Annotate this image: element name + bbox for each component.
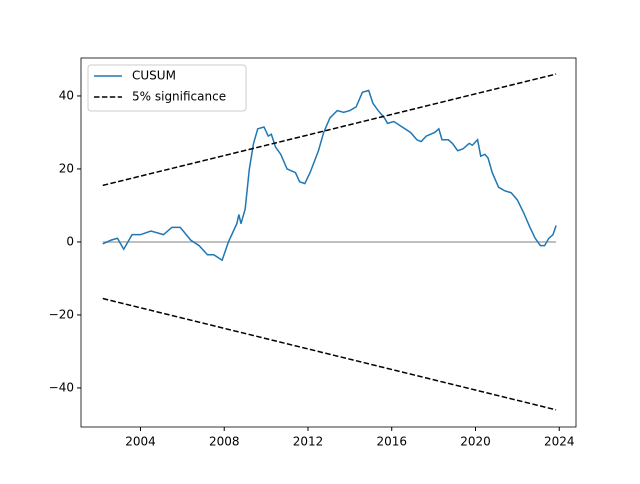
x-tick-label: 2024 bbox=[544, 435, 575, 449]
x-tick-label: 2012 bbox=[293, 435, 324, 449]
legend-box bbox=[87, 64, 247, 112]
y-tick-label: 40 bbox=[59, 88, 74, 102]
y-tick-label: −40 bbox=[49, 380, 74, 394]
plot-frame bbox=[80, 57, 577, 428]
x-tick-label: 2008 bbox=[209, 435, 240, 449]
series-line bbox=[102, 73, 557, 187]
legend-label: CUSUM bbox=[132, 69, 176, 83]
x-tick-label: 2016 bbox=[376, 435, 407, 449]
y-tick-label: 20 bbox=[59, 161, 74, 175]
x-tick-label: 2004 bbox=[125, 435, 156, 449]
y-tick-label: −20 bbox=[49, 307, 74, 321]
x-tick-label: 2020 bbox=[460, 435, 491, 449]
y-tick-label: 0 bbox=[66, 234, 74, 248]
legend-label: 5% significance bbox=[132, 90, 226, 104]
legend: CUSUM 5% significance bbox=[87, 64, 247, 112]
series-line-lower bbox=[102, 297, 557, 411]
series-line bbox=[102, 89, 557, 262]
